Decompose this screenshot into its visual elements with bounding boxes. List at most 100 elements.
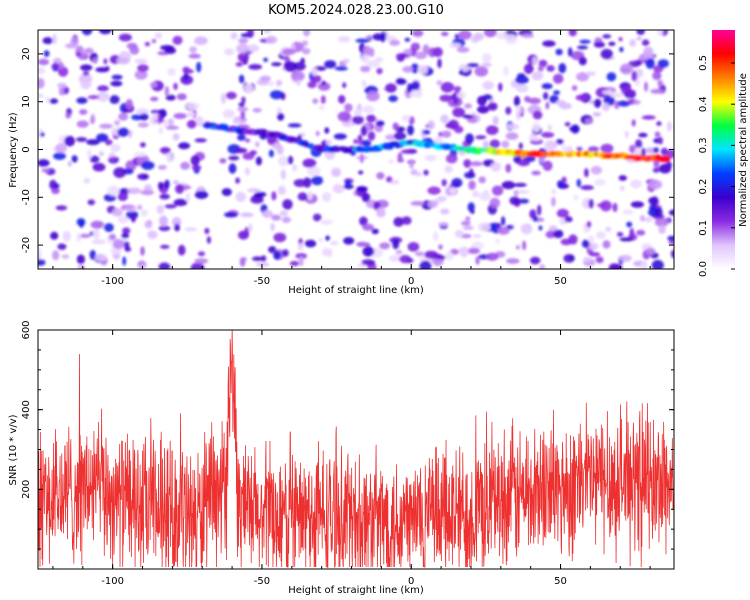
- heatmap-cell: [629, 39, 636, 47]
- heatmap-cell: [268, 149, 274, 158]
- heatmap-cell: [448, 119, 459, 130]
- heatmap-cell: [360, 65, 371, 73]
- heatmap-cell: [76, 232, 82, 242]
- heatmap-cell: [287, 123, 302, 128]
- heatmap-cell: [236, 43, 250, 54]
- heatmap-cell: [337, 111, 351, 122]
- heatmap-cell: [438, 222, 449, 227]
- heatmap-cell: [505, 34, 518, 45]
- heatmap-cell: [608, 41, 616, 46]
- heatmap-cell: [252, 108, 262, 113]
- heatmap-cell: [331, 167, 342, 177]
- heatmap-cell: [80, 64, 93, 71]
- heatmap-cell: [467, 247, 481, 254]
- heatmap-cell: [532, 110, 543, 120]
- heatmap-cell: [191, 165, 202, 170]
- heatmap-cell: [140, 246, 145, 256]
- heatmap-cell: [154, 32, 163, 39]
- heatmap-cell: [338, 94, 346, 104]
- heatmap-cell: [626, 221, 633, 228]
- heatmap-cell: [113, 239, 125, 250]
- heatmap-cell: [49, 98, 59, 104]
- heatmap-cell: [194, 36, 208, 45]
- heatmap-cell: [528, 136, 542, 142]
- heatmap-cell: [238, 37, 249, 44]
- heatmap-cell: [87, 149, 92, 160]
- heatmap-cell: [579, 39, 591, 44]
- heatmap-cell: [532, 121, 541, 133]
- heatmap-cell: [401, 53, 406, 59]
- heatmap-cell: [629, 227, 635, 239]
- heatmap-cell: [318, 238, 324, 242]
- heatmap-cell: [360, 125, 368, 137]
- heatmap-cell: [560, 238, 572, 246]
- heatmap-cell: [464, 103, 473, 109]
- snr-x-label: Height of straight line (km): [288, 585, 424, 596]
- heatmap-cell: [247, 188, 261, 193]
- heatmap-cell: [244, 226, 250, 236]
- heatmap-cell: [283, 61, 297, 72]
- heatmap-cell: [359, 216, 368, 226]
- heatmap-cell: [254, 191, 267, 198]
- heatmap-cell: [573, 194, 579, 201]
- heatmap-cell: [375, 120, 385, 127]
- heatmap-cell: [90, 113, 96, 125]
- heatmap-cell: [244, 138, 251, 143]
- heatmap-cell: [228, 155, 240, 161]
- heatmap-cell: [575, 94, 590, 101]
- heatmap-cell: [616, 232, 624, 237]
- heatmap-cell: [432, 47, 443, 58]
- heatmap-cell: [654, 207, 663, 217]
- heatmap-cell: [237, 134, 246, 141]
- heatmap-cell: [98, 151, 105, 157]
- heatmap-cell: [538, 225, 543, 231]
- heatmap-cell: [40, 132, 45, 137]
- heatmap-cell: [392, 122, 399, 131]
- heatmap-cell: [280, 92, 286, 101]
- heatmap-cell: [469, 168, 474, 179]
- heatmap-cell: [282, 199, 293, 210]
- heatmap-cell: [246, 30, 254, 38]
- heatmap-cell: [177, 244, 186, 256]
- heatmap-cell: [523, 63, 534, 74]
- heatmap-cell: [185, 192, 191, 202]
- heatmap-cell: [414, 251, 425, 257]
- heatmap-cell: [281, 249, 289, 257]
- heatmap-cell: [452, 107, 466, 118]
- heatmap-cell: [333, 133, 347, 140]
- heatmap-cell: [559, 102, 572, 110]
- heatmap-cell: [516, 189, 530, 195]
- heatmap-cell: [249, 150, 257, 156]
- heatmap-cell: [362, 223, 374, 231]
- snr-y-axis: 200 400 600: [21, 320, 674, 550]
- heatmap-cell: [362, 139, 372, 147]
- heatmap-cell: [225, 91, 237, 100]
- heatmap-cell: [458, 30, 472, 40]
- heatmap-cell: [576, 72, 590, 82]
- chart-title: KOM5.2024.028.23.00.G10: [268, 3, 444, 18]
- heatmap-cell: [454, 229, 464, 238]
- heatmap-cell: [38, 58, 50, 66]
- heatmap-cell: [118, 33, 132, 42]
- heatmap-cell: [568, 30, 577, 37]
- heatmap-cell: [194, 258, 209, 264]
- heatmap-cell: [484, 30, 497, 38]
- heatmap-cell: [206, 236, 211, 244]
- heatmap-cell: [140, 209, 149, 217]
- heatmap-cell: [619, 46, 624, 53]
- heatmap-cell: [38, 259, 46, 266]
- heatmap-cell: [62, 231, 71, 242]
- heatmap-cell: [118, 215, 130, 223]
- heatmap-cell: [501, 140, 510, 149]
- heatmap-cell: [570, 124, 580, 134]
- heatmap-cell: [232, 119, 241, 124]
- heatmap-cell: [515, 245, 520, 250]
- heatmap-cell: [176, 93, 187, 101]
- heatmap-cell: [133, 151, 147, 157]
- heatmap-cell: [515, 111, 522, 120]
- heatmap-cell: [472, 234, 482, 239]
- heatmap-cell: [61, 254, 70, 259]
- heatmap-cell: [438, 244, 443, 250]
- heatmap-cell: [87, 95, 100, 100]
